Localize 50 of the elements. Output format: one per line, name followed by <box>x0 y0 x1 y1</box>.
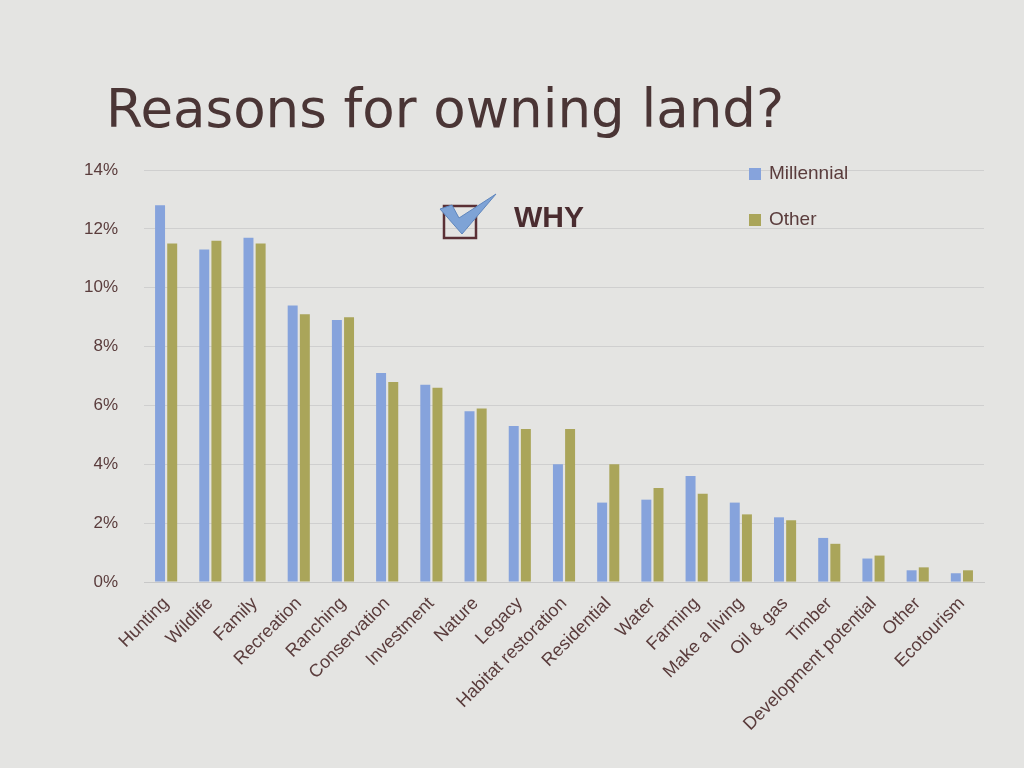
bar <box>962 570 973 582</box>
bar <box>950 573 961 582</box>
bar <box>641 499 652 582</box>
bar <box>388 381 399 582</box>
bar <box>697 493 708 582</box>
bar <box>167 243 178 582</box>
bar <box>565 429 576 582</box>
bar <box>432 387 443 582</box>
legend-label: Other <box>769 208 818 230</box>
bar <box>552 464 563 582</box>
annotation: WHY <box>514 200 584 234</box>
bar <box>376 373 387 582</box>
y-tick-label: 14% <box>83 159 119 179</box>
bar <box>420 384 431 582</box>
bar <box>862 558 873 582</box>
bar <box>609 464 620 582</box>
y-tick-label: 2% <box>93 512 119 532</box>
bar <box>597 502 608 582</box>
bar <box>741 514 752 582</box>
y-tick-label: 0% <box>93 571 119 591</box>
y-tick-label: 10% <box>83 277 119 297</box>
bar <box>774 517 784 582</box>
legend-label: Millennial <box>769 162 849 184</box>
bar <box>818 537 829 582</box>
bar <box>243 237 254 582</box>
y-tick-label: 6% <box>93 395 119 415</box>
bar <box>199 249 210 582</box>
bar <box>830 543 841 582</box>
bar <box>918 567 929 582</box>
bar <box>476 408 487 582</box>
bar <box>255 243 266 582</box>
bar <box>874 555 885 582</box>
bar <box>508 426 519 582</box>
y-tick-label: 4% <box>93 454 119 474</box>
bar <box>155 205 166 582</box>
bar <box>211 240 222 582</box>
chart-title: Reasons for owning land? <box>106 78 785 139</box>
y-tick-label: 12% <box>83 218 119 238</box>
bar <box>729 502 740 582</box>
bar <box>520 429 531 582</box>
bar <box>906 570 917 582</box>
bar <box>299 314 310 582</box>
bar <box>685 476 696 582</box>
bar <box>331 320 342 582</box>
bar <box>344 317 355 582</box>
bar <box>287 305 298 582</box>
y-tick-label: 8% <box>93 336 119 356</box>
bar <box>653 487 664 582</box>
bar <box>786 520 797 582</box>
bar <box>464 411 475 582</box>
